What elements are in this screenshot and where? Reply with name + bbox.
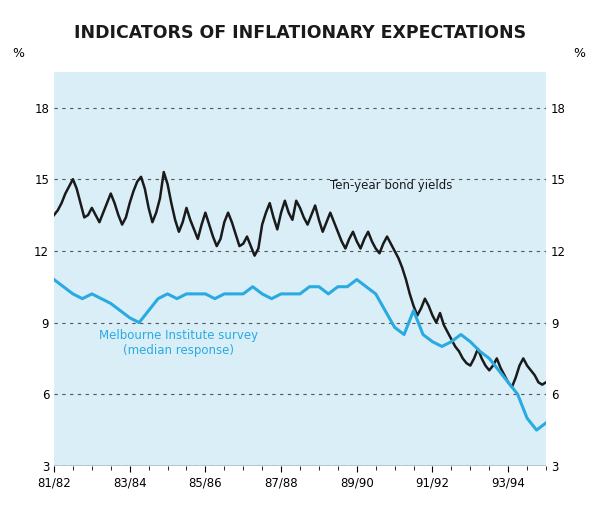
Text: %: % <box>12 47 24 60</box>
Text: (median response): (median response) <box>124 344 235 357</box>
Text: INDICATORS OF INFLATIONARY EXPECTATIONS: INDICATORS OF INFLATIONARY EXPECTATIONS <box>74 24 526 42</box>
Text: %: % <box>573 47 585 60</box>
Text: Ten-year bond yields: Ten-year bond yields <box>330 179 452 192</box>
Text: Melbourne Institute survey: Melbourne Institute survey <box>100 329 259 343</box>
